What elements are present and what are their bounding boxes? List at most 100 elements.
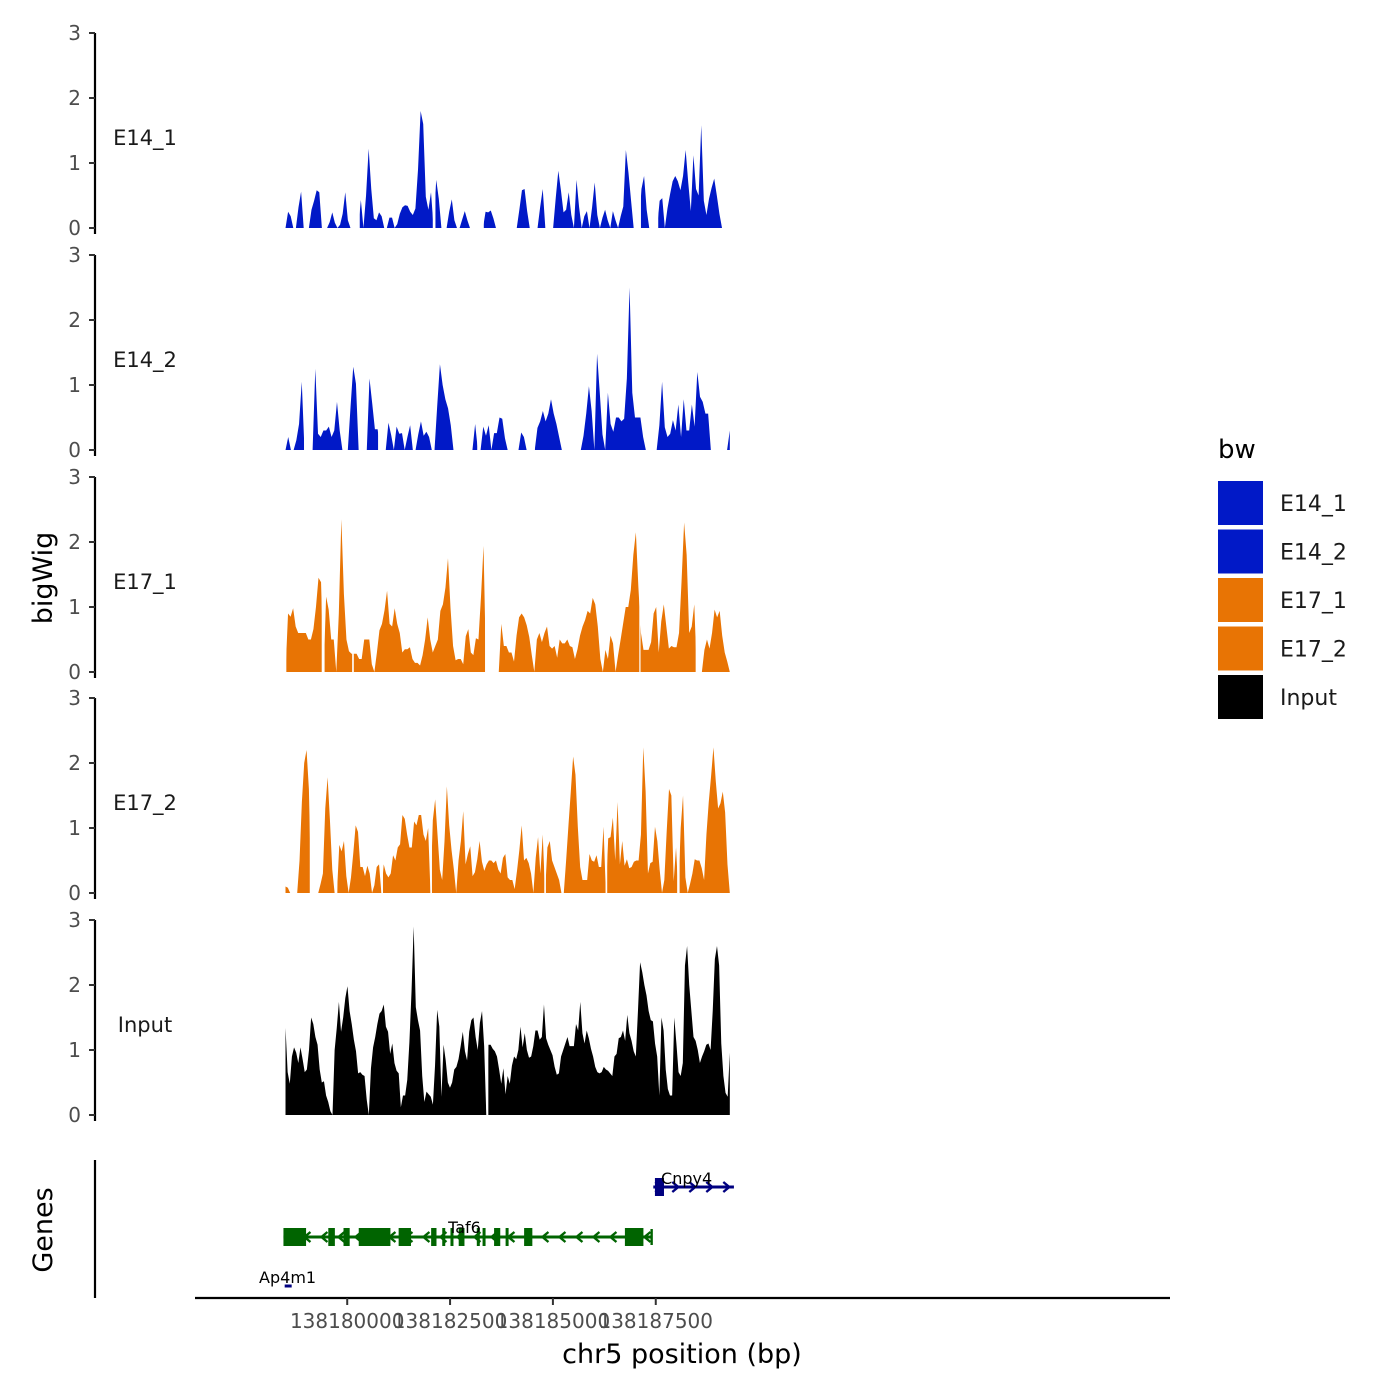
y-tick-label: 1 xyxy=(68,373,81,397)
x-tick-label: 138187500 xyxy=(598,1309,713,1333)
coverage-area-e14-2 xyxy=(285,287,730,450)
y-tick-label: 1 xyxy=(68,1038,81,1062)
strand-arrow-icon xyxy=(591,1231,601,1243)
coverage-tracks: E14_1 E14_2 E17_1 E17_2 Input xyxy=(113,33,730,1116)
track-label-e17-2: E17_2 xyxy=(113,791,177,816)
exon-cnpy4 xyxy=(654,1178,664,1196)
strand-arrow-icon xyxy=(671,1181,681,1193)
exon-taf6 xyxy=(450,1228,454,1246)
coverage-gap-e17-2-4 xyxy=(430,698,432,894)
coverage-gap-e17-1-0 xyxy=(285,477,287,673)
coverage-gap-e17-2-5 xyxy=(544,698,546,894)
legend-swatch-e14-2 xyxy=(1218,529,1263,574)
exon-taf6 xyxy=(505,1228,509,1246)
legend-label-e14-1: E14_1 xyxy=(1280,492,1347,517)
exon-taf6 xyxy=(482,1228,486,1246)
y-tick-label: 3 xyxy=(68,908,81,932)
coverage-gap-e17-1-5 xyxy=(695,477,699,673)
gene-label-taf6: Taf6 xyxy=(447,1218,481,1237)
coverage-gap-e14-2-6 xyxy=(647,255,653,451)
legend-swatch-input xyxy=(1218,675,1263,719)
gene-taf6: Taf6 xyxy=(283,1218,653,1246)
coverage-gap-input-0 xyxy=(486,920,489,1116)
strand-arrow-icon xyxy=(574,1231,584,1243)
exon-taf6 xyxy=(398,1228,411,1246)
x-tick-label: 138182500 xyxy=(393,1309,508,1333)
legend-label-input: Input xyxy=(1280,686,1337,711)
coverage-gap-e14-2-3 xyxy=(477,255,481,451)
y-tick-label: 0 xyxy=(68,660,81,684)
coverage-area-input xyxy=(285,926,730,1115)
gene-track: Cnpy4 Taf6 Ap4m1 xyxy=(93,1160,734,1298)
y-tick-label: 0 xyxy=(68,216,81,240)
y-tick-label: 2 xyxy=(68,973,81,997)
exon-taf6 xyxy=(431,1228,437,1246)
y-tick-label: 0 xyxy=(68,1103,81,1127)
strand-arrow-icon xyxy=(642,1231,652,1243)
coverage-gap-e14-2-5 xyxy=(569,255,580,451)
x-tick-label: 138180000 xyxy=(290,1309,405,1333)
coverage-gap-e17-1-4 xyxy=(639,477,641,673)
x-axis-title: chr5 position (bp) xyxy=(562,1339,802,1370)
exon-taf6 xyxy=(524,1228,533,1246)
coverage-gap-e14-1-0 xyxy=(355,33,360,229)
coverage-gap-e17-2-0 xyxy=(293,698,295,894)
coverage-gap-e14-1-3 xyxy=(503,33,508,229)
gene-label-cnpy4: Cnpy4 xyxy=(661,1169,712,1188)
gene-label-ap4m1: Ap4m1 xyxy=(259,1268,316,1287)
gene-cnpy4: Cnpy4 xyxy=(653,1169,734,1196)
exon-taf6 xyxy=(494,1228,501,1246)
coverage-gap-e14-1-2 xyxy=(471,33,484,229)
strand-arrow-icon xyxy=(722,1181,732,1193)
strand-arrow-icon xyxy=(705,1181,715,1193)
legend-label-e14-2: E14_2 xyxy=(1280,541,1347,566)
y-tick-label: 2 xyxy=(68,308,81,332)
coverage-gap-e17-1-2 xyxy=(352,477,354,673)
y-tick-label: 2 xyxy=(68,86,81,110)
exon-taf6 xyxy=(442,1228,446,1246)
exon-taf6 xyxy=(328,1228,335,1246)
legend-label-e17-2: E17_2 xyxy=(1280,638,1347,663)
track-label-e14-2: E14_2 xyxy=(113,348,177,373)
y-tick-label: 3 xyxy=(68,21,81,45)
y-tick-label: 3 xyxy=(68,686,81,710)
strand-arrow-icon xyxy=(540,1231,550,1243)
y-tick-label: 1 xyxy=(68,816,81,840)
track-label-input: Input xyxy=(118,1013,172,1037)
coverage-gap-e17-2-3 xyxy=(381,698,384,894)
coverage-gap-e17-2-2 xyxy=(335,698,338,894)
coverage-area-e14-1 xyxy=(285,111,730,228)
strand-arrow-icon xyxy=(557,1231,567,1243)
strand-arrow-icon xyxy=(608,1231,618,1243)
legend-swatch-e14-1 xyxy=(1218,481,1263,525)
y-axis-title: bigWig xyxy=(28,532,59,625)
legend-title: bw xyxy=(1218,435,1256,465)
y-tick-label: 1 xyxy=(68,151,81,175)
gene-ap4m1: Ap4m1 xyxy=(259,1268,316,1288)
coverage-gap-e14-1-6 xyxy=(721,33,728,229)
y-tick-label: 0 xyxy=(68,438,81,462)
coverage-gap-e17-1-3 xyxy=(485,477,494,673)
legend-swatch-e17-2 xyxy=(1218,626,1263,671)
y-tick-label: 3 xyxy=(68,243,81,267)
coverage-gap-e14-2-1 xyxy=(343,255,347,451)
exon-taf6 xyxy=(283,1228,307,1246)
track-label-e14-1: E14_1 xyxy=(113,126,177,151)
coverage-gap-e14-1-4 xyxy=(635,33,641,229)
track-label-e17-1: E17_1 xyxy=(113,570,177,595)
exon-taf6 xyxy=(476,1228,480,1246)
y-tick-label: 3 xyxy=(68,465,81,489)
exon-taf6 xyxy=(343,1228,350,1246)
y-tick-label: 0 xyxy=(68,881,81,905)
exon-taf6 xyxy=(624,1228,644,1246)
coverage-gap-e14-2-4 xyxy=(530,255,535,451)
genes-axis-title: Genes xyxy=(28,1187,59,1272)
y-tick-label: 1 xyxy=(68,595,81,619)
coverage-area-e17-1 xyxy=(285,519,730,672)
y-tick-label: 2 xyxy=(68,751,81,775)
coverage-gap-e14-1-5 xyxy=(653,33,659,229)
coverage-gap-e17-2-7 xyxy=(677,698,680,894)
coverage-gap-e17-2-6 xyxy=(605,698,608,894)
strand-arrow-icon xyxy=(319,1231,329,1243)
